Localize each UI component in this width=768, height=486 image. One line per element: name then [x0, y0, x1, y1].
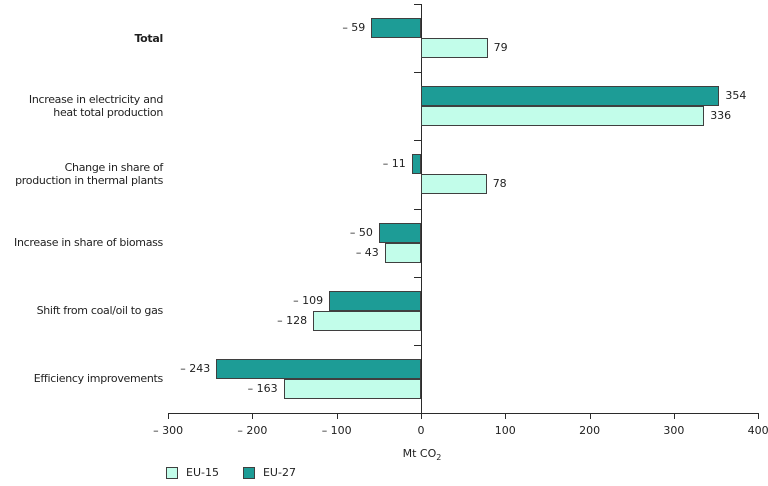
x-axis-title-text: Mt CO — [402, 447, 437, 460]
x-axis-title-subscript: 2 — [436, 453, 442, 463]
x-axis-tick — [168, 413, 170, 419]
y-axis-zero-line — [421, 4, 422, 414]
value-label: – 50 — [349, 225, 373, 239]
y-axis-category-tick — [414, 276, 421, 278]
value-label: 78 — [492, 177, 507, 191]
category-label-line: Increase in electricity and — [28, 93, 163, 107]
x-axis-tick-label: 0 — [417, 424, 425, 437]
value-label: – 109 — [293, 293, 324, 307]
bar-eu-15 — [421, 174, 487, 195]
value-label: 79 — [493, 41, 508, 55]
category-label-line: Increase in share of biomass — [14, 236, 163, 250]
legend: EU-15 EU-27 — [166, 466, 296, 479]
x-axis-tick — [673, 413, 675, 419]
legend-item-eu-15: EU-15 — [166, 466, 219, 479]
value-label: 354 — [725, 89, 747, 103]
value-label: – 59 — [342, 21, 366, 35]
category-label-line: Shift from coal/oil to gas — [36, 304, 164, 318]
bar-eu-15 — [421, 38, 488, 59]
category-label: Total — [134, 32, 163, 45]
x-axis-tick — [252, 413, 254, 419]
category-label-line: production in thermal plants — [15, 174, 163, 188]
x-axis-title: Mt CO2 — [322, 447, 522, 465]
bar-eu-27 — [378, 222, 421, 243]
x-axis-tick — [589, 413, 591, 419]
bar-eu-15 — [313, 310, 421, 331]
legend-label: EU-15 — [186, 466, 219, 479]
y-axis-category-tick — [414, 4, 421, 5]
category-label: Efficiency improvements — [33, 372, 164, 386]
value-label: – 243 — [180, 361, 211, 375]
value-label: 336 — [710, 109, 732, 123]
value-label: – 128 — [277, 313, 308, 327]
x-axis-tick-label: 400 — [747, 424, 768, 437]
x-axis-line — [168, 413, 758, 414]
category-label-line: Efficiency improvements — [33, 372, 164, 386]
x-axis-tick-label: 100 — [494, 424, 516, 437]
bar-eu-27 — [421, 86, 720, 107]
y-axis-category-tick — [414, 344, 421, 346]
bar-eu-27 — [371, 18, 421, 39]
x-axis-tick — [505, 413, 507, 419]
legend-swatch-eu-15 — [166, 466, 178, 479]
value-label: – 43 — [355, 245, 379, 259]
x-axis-tick-label: – 100 — [321, 424, 352, 437]
category-label: Increase in electricity and heat total pr… — [29, 93, 163, 119]
bar-eu-27 — [216, 358, 421, 379]
category-label: Increase in share of biomass — [14, 236, 163, 249]
category-label-line: heat total production — [53, 106, 163, 120]
x-axis-tick-label: – 300 — [153, 424, 184, 437]
y-axis-category-tick — [414, 140, 421, 142]
category-label: Change in share of production in thermal … — [15, 161, 163, 187]
y-axis-category-tick — [414, 72, 421, 74]
category-label-line: Total — [134, 31, 163, 45]
legend-label: EU-27 — [262, 466, 296, 479]
bar-eu-15 — [283, 378, 421, 399]
bar-eu-27 — [329, 290, 421, 311]
value-label: – 11 — [382, 157, 406, 171]
category-label-line: Change in share of — [64, 161, 164, 175]
bar-eu-27 — [411, 154, 421, 175]
bar-eu-15 — [384, 242, 421, 263]
x-axis-tick — [421, 413, 422, 419]
x-axis-tick — [336, 413, 338, 419]
y-axis-category-tick — [414, 208, 421, 210]
x-axis-tick — [758, 413, 760, 419]
category-label: Shift from coal/oil to gas — [36, 304, 164, 318]
bar-eu-15 — [421, 106, 705, 127]
legend-item-eu-27: EU-27 — [242, 466, 296, 479]
x-axis-tick-label: 200 — [579, 424, 601, 437]
value-label: – 163 — [247, 381, 278, 395]
x-axis-tick-label: 300 — [663, 424, 685, 437]
legend-swatch-eu-27 — [242, 466, 255, 479]
x-axis-tick-label: – 200 — [237, 424, 268, 437]
